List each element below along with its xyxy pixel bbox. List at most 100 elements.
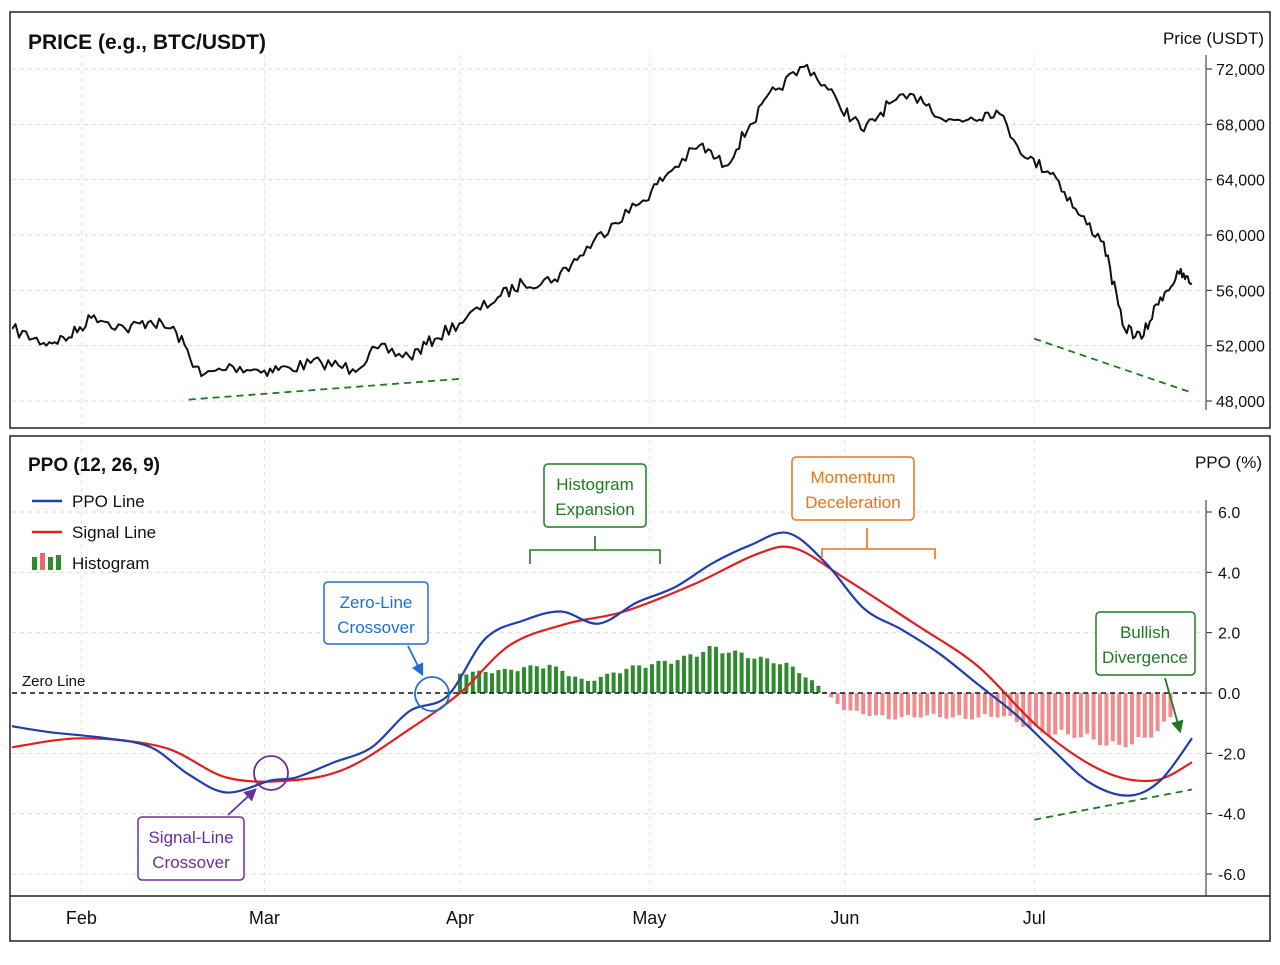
histogram-bar-negative xyxy=(1066,693,1070,735)
histogram-bar-positive xyxy=(579,678,584,693)
histogram-bar-positive xyxy=(547,664,552,693)
price-tick-label: 48,000 xyxy=(1216,394,1265,411)
histogram-bar-negative xyxy=(1008,693,1013,716)
annotation-momentum-deceleration: Momentum Deceleration xyxy=(791,456,936,559)
histogram-bar-negative xyxy=(1034,693,1038,727)
ppo-tick-label: -2.0 xyxy=(1218,746,1246,763)
annotation-text-line1: Histogram xyxy=(556,475,633,494)
ppo-tick-label: 6.0 xyxy=(1218,505,1240,522)
histogram-bar-positive xyxy=(694,656,699,693)
price-tick-label: 60,000 xyxy=(1216,228,1265,245)
histogram-bar-positive xyxy=(496,670,501,693)
annotation-text-line2: Crossover xyxy=(152,853,230,872)
histogram-bar-positive xyxy=(509,669,514,693)
histogram-bar-positive xyxy=(662,660,667,693)
histogram-bar-positive xyxy=(541,668,546,693)
histogram-bar-negative xyxy=(1059,693,1064,730)
histogram-bar-positive xyxy=(778,664,782,693)
annotation-arrow xyxy=(227,788,257,816)
histogram-bar-positive xyxy=(803,677,808,693)
histogram-bar-positive xyxy=(656,660,661,693)
histogram-bar-negative xyxy=(931,693,936,714)
histogram-bar-negative xyxy=(1046,693,1051,736)
histogram-bar-positive xyxy=(618,673,622,693)
ppo-trendlines xyxy=(1034,788,1193,821)
histogram-bar-negative xyxy=(899,693,904,718)
price-panel: 72,000 68,000 64,000 60,000 56,000 52,000 48,0… xyxy=(9,11,1271,429)
histogram-bar-negative xyxy=(848,693,853,711)
histogram-bar-positive xyxy=(630,665,635,693)
ppo-tick-label: -6.0 xyxy=(1218,867,1246,884)
annotation-text-line2: Expansion xyxy=(555,500,634,519)
histogram-bar-negative xyxy=(1155,693,1160,731)
price-panel-frame xyxy=(9,11,1271,429)
histogram-bar-negative xyxy=(1110,693,1115,742)
annotation-text-line1: Signal-Line xyxy=(148,828,233,847)
histogram-bar-positive xyxy=(688,654,693,693)
annotation-text-line1: Momentum xyxy=(810,468,895,487)
histogram-bar-negative xyxy=(912,693,917,718)
annotation-zero-line-crossover: Zero-Line Crossover xyxy=(323,581,450,712)
histogram-bar-negative xyxy=(957,693,962,716)
histogram-bar-positive xyxy=(733,650,738,693)
annotation-box xyxy=(791,456,915,521)
ppo-tick-label: 2.0 xyxy=(1218,626,1240,643)
histogram-bar-positive xyxy=(573,676,578,693)
histogram-bar-positive xyxy=(470,671,475,693)
zero-line-label: Zero Line xyxy=(22,673,85,690)
annotation-text-line1: Zero-Line xyxy=(340,593,413,612)
histogram-bar-positive xyxy=(515,671,520,693)
histogram-bar-negative xyxy=(1098,693,1102,745)
histogram-bar-positive xyxy=(714,646,718,693)
histogram-bar-positive xyxy=(752,658,757,693)
histogram-bar-positive xyxy=(669,663,674,693)
histogram-bar-negative xyxy=(1053,693,1058,735)
ppo-line xyxy=(12,531,1193,797)
histogram-bar-positive xyxy=(566,676,571,693)
ppo-tick-label: 0.0 xyxy=(1218,686,1240,703)
histogram-bar-positive xyxy=(528,665,533,693)
histogram-bar-negative xyxy=(1136,693,1141,737)
histogram-bar-positive xyxy=(637,665,642,693)
histogram-bar-positive xyxy=(643,667,648,693)
annotation-text-line2: Deceleration xyxy=(805,493,900,512)
histogram-bar-negative xyxy=(854,693,859,711)
histogram-bar-positive xyxy=(707,646,712,693)
histogram-bar-positive xyxy=(675,660,680,693)
histogram-bar-negative xyxy=(1040,693,1045,733)
histogram-bar-positive xyxy=(746,658,750,693)
histogram-bar-positive xyxy=(797,673,802,693)
annotation-box xyxy=(323,581,429,645)
x-tick-label: Jun xyxy=(830,908,859,928)
histogram-bar-negative xyxy=(829,693,834,698)
legend-histogram-label: Histogram xyxy=(72,554,149,573)
histogram-bar-positive xyxy=(726,652,731,693)
histogram-bar-positive xyxy=(682,655,686,693)
histogram-bar-positive xyxy=(592,680,597,693)
histogram-bar-negative xyxy=(925,693,930,716)
annotation-signal-line-crossover: Signal-Line Crossover xyxy=(137,755,289,881)
histogram-bar-positive xyxy=(611,672,616,693)
histogram-bars xyxy=(458,646,1173,748)
histogram-bar-negative xyxy=(886,693,891,720)
histogram-bar-negative xyxy=(1091,693,1096,740)
ppo-legend: PPO Line Signal Line Histogram xyxy=(32,492,156,573)
histogram-bar-negative xyxy=(963,693,968,719)
histogram-bar-positive xyxy=(483,671,488,693)
histogram-bar-negative xyxy=(893,693,898,720)
histogram-bar-positive xyxy=(624,668,629,693)
histogram-bar-positive xyxy=(771,663,776,693)
histogram-bar-negative xyxy=(1104,693,1109,746)
price-tick-label: 56,000 xyxy=(1216,283,1265,300)
annotation-box xyxy=(543,463,647,528)
crossover-marker-circle xyxy=(414,676,450,712)
histogram-bar-negative xyxy=(1123,693,1128,748)
annotation-bullish-divergence: Bullish Divergence xyxy=(1095,611,1196,734)
histogram-bar-positive xyxy=(586,681,590,693)
histogram-bar-positive xyxy=(650,664,654,693)
annotation-bracket xyxy=(529,536,661,564)
histogram-bar-positive xyxy=(522,667,526,693)
histogram-bar-positive xyxy=(765,658,770,693)
histogram-bar-negative xyxy=(1117,693,1122,745)
